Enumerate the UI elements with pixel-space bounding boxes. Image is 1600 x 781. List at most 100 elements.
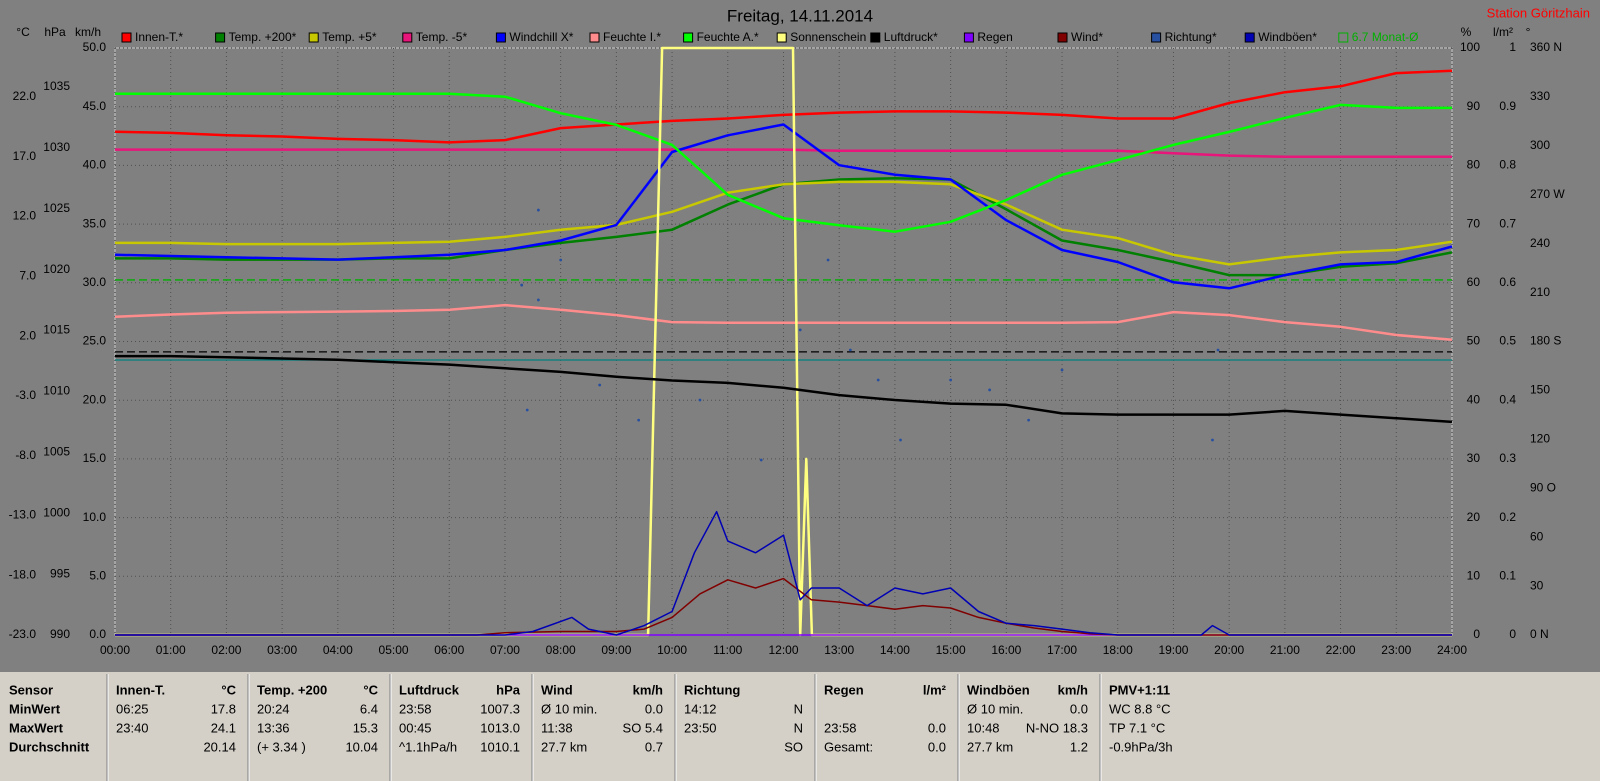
cell-right: 0.7 — [645, 739, 663, 754]
direction-dot — [536, 298, 540, 302]
cell-right: 1007.3 — [480, 701, 520, 716]
direction-dot — [637, 418, 641, 422]
cell-right: 0.0 — [1070, 701, 1088, 716]
axis-unit: ° — [1526, 25, 1531, 39]
legend-swatch — [1244, 32, 1255, 43]
y-tick-label: 22.0 — [13, 89, 37, 103]
direction-dot — [949, 378, 953, 382]
y-tick-label: 0 — [1473, 627, 1480, 641]
y-tick-label: 60 — [1530, 529, 1544, 543]
y-tick-label: 15.0 — [83, 451, 107, 465]
legend-swatch — [1057, 32, 1068, 43]
cell-right: 0.0 — [645, 701, 663, 716]
column-unit: °C — [221, 682, 236, 697]
y-tick-label: 330 — [1530, 89, 1550, 103]
y-tick-label: 0.2 — [1499, 510, 1516, 524]
y-tick-label: 90 — [1467, 99, 1481, 113]
legend-swatch — [683, 32, 694, 43]
y-tick-label: 50 — [1467, 334, 1481, 348]
cell-right: 10.04 — [345, 739, 378, 754]
direction-dot — [826, 258, 830, 262]
cell-left: Ø 10 min. — [967, 701, 1023, 716]
y-tick-label: 270 W — [1530, 187, 1565, 201]
cell-left: 13:36 — [257, 720, 290, 735]
series-line — [115, 577, 1452, 636]
x-tick-label: 18:00 — [1103, 643, 1133, 657]
y-tick-label: 0 N — [1530, 627, 1549, 641]
y-tick-label: 90 O — [1530, 480, 1556, 494]
x-tick-label: 23:00 — [1381, 643, 1411, 657]
legend-swatch — [776, 32, 787, 43]
cell-left: 23:58 — [399, 701, 432, 716]
y-tick-label: -18.0 — [9, 567, 37, 581]
y-tick-label: 50.0 — [83, 40, 107, 54]
cell-right: 6.4 — [360, 701, 378, 716]
cell-left: ^1.1hPa/h — [399, 739, 457, 754]
y-tick-label: 0.7 — [1499, 216, 1516, 230]
direction-dot — [1060, 368, 1064, 372]
x-tick-label: 05:00 — [379, 643, 409, 657]
y-tick-label: 990 — [50, 627, 70, 641]
y-tick-label: 30 — [1467, 451, 1481, 465]
y-tick-label: 150 — [1530, 383, 1550, 397]
legend-swatch — [121, 32, 132, 43]
column-unit: °C — [363, 682, 378, 697]
y-tick-label: 180 S — [1530, 334, 1561, 348]
y-tick-label: 240 — [1530, 236, 1550, 250]
y-tick-label: 0.3 — [1499, 451, 1516, 465]
y-tick-label: 300 — [1530, 138, 1550, 152]
x-tick-label: 24:00 — [1437, 643, 1467, 657]
y-tick-label: 0.4 — [1499, 392, 1516, 406]
cell-right: SO — [784, 739, 803, 754]
direction-dot — [536, 208, 540, 212]
legend-label: Luftdruck* — [884, 30, 938, 44]
cell-left: 11:38 — [541, 720, 573, 735]
y-tick-label: 1005 — [43, 444, 70, 458]
y-tick-label: 0.6 — [1499, 275, 1516, 289]
y-tick-label: 1035 — [43, 79, 70, 93]
column-unit: km/h — [633, 682, 663, 697]
cell-left: 06:25 — [116, 701, 149, 716]
y-tick-label: 7.0 — [19, 269, 36, 283]
legend-swatch — [215, 32, 226, 43]
direction-dot — [899, 438, 902, 442]
y-tick-label: -13.0 — [9, 508, 37, 522]
legend-label: Temp. -5* — [416, 30, 468, 44]
column-header: Sensor — [9, 682, 53, 697]
direction-dot — [798, 328, 802, 332]
legend-label: Richtung* — [1165, 30, 1217, 44]
x-tick-label: 06:00 — [434, 643, 464, 657]
x-tick-label: 04:00 — [323, 643, 353, 657]
x-tick-label: 10:00 — [657, 643, 687, 657]
legend-swatch — [1338, 32, 1349, 43]
x-tick-label: 16:00 — [991, 643, 1021, 657]
direction-dot — [759, 458, 763, 462]
x-tick-label: 08:00 — [546, 643, 576, 657]
y-tick-label: 1000 — [43, 505, 70, 519]
legend-label: Wind* — [1071, 30, 1103, 44]
y-tick-label: 20 — [1467, 510, 1481, 524]
cell-right: 1013.0 — [480, 720, 520, 735]
y-tick-label: 40.0 — [83, 158, 107, 172]
column-header: Windböen — [967, 682, 1030, 697]
cell-right: 24.1 — [211, 720, 236, 735]
column-header: Temp. +200 — [257, 682, 327, 697]
y-tick-label: 0.9 — [1499, 99, 1516, 113]
direction-dot — [698, 398, 702, 402]
cell-left: 27.7 km — [541, 739, 587, 754]
cell-left: WC 8.8 °C — [1109, 701, 1171, 716]
y-tick-label: 40 — [1467, 392, 1481, 406]
x-tick-label: 01:00 — [156, 643, 186, 657]
series-line — [115, 510, 1452, 636]
y-tick-label: 1025 — [43, 201, 70, 215]
row-label: Durchschnitt — [9, 739, 90, 754]
plot: °C -23.0 -18.0 -13.0 -8.0 -3.0 2.0 7.0 12.0 17.0 2… — [9, 25, 1566, 657]
row-label: MinWert — [9, 701, 61, 716]
legend-label: Feuchte A.* — [697, 30, 759, 44]
legend-swatch — [589, 32, 600, 43]
direction-dot — [1027, 418, 1031, 422]
axis-unit: °C — [16, 25, 30, 39]
y-tick-label: 30.0 — [83, 275, 107, 289]
y-tick-label: 0.5 — [1499, 334, 1516, 348]
